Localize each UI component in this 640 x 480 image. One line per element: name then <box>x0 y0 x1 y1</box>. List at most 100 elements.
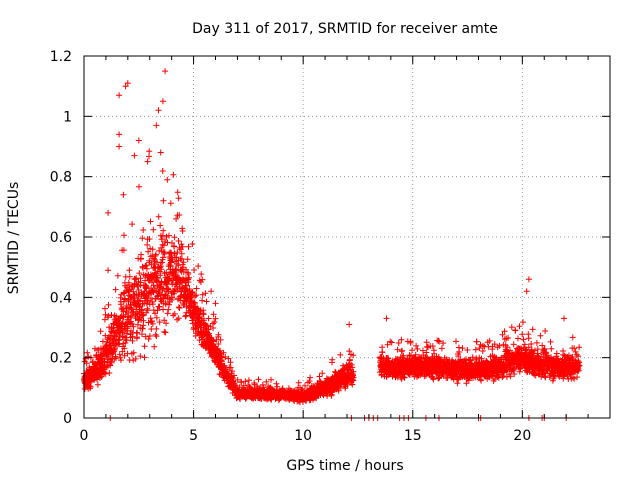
data-point <box>94 381 101 388</box>
data-point <box>176 212 183 218</box>
data-point <box>184 256 191 263</box>
data-point <box>105 301 112 308</box>
data-point <box>112 286 119 293</box>
data-point <box>162 329 169 336</box>
data-point <box>130 323 137 330</box>
data-point <box>137 279 144 286</box>
data-point <box>97 328 104 335</box>
data-point <box>153 325 160 332</box>
data-point <box>101 358 108 365</box>
data-point <box>182 313 189 320</box>
data-point <box>160 197 167 204</box>
data-point <box>157 272 164 279</box>
data-point <box>217 336 224 343</box>
data-point <box>409 347 415 354</box>
data-point <box>150 282 157 289</box>
data-point <box>179 243 186 250</box>
data-point <box>124 323 131 330</box>
data-point <box>174 189 181 196</box>
data-point <box>349 364 356 371</box>
data-point <box>126 281 132 288</box>
data-point <box>175 304 182 311</box>
data-point <box>176 244 183 251</box>
data-point <box>145 319 152 326</box>
data-point <box>136 183 142 190</box>
data-point <box>123 337 130 344</box>
data-point <box>185 279 192 285</box>
data-point <box>126 273 133 280</box>
data-point <box>346 348 353 355</box>
data-point <box>227 359 234 366</box>
data-point <box>302 382 308 389</box>
data-point <box>231 372 237 379</box>
data-point <box>198 271 205 278</box>
data-point <box>193 292 200 299</box>
data-point <box>136 270 143 277</box>
data-point <box>400 373 407 380</box>
data-point <box>134 283 141 290</box>
data-point <box>132 355 139 362</box>
data-point <box>234 376 241 383</box>
y-tick-label: 0 <box>63 411 72 427</box>
x-tick-label: 15 <box>404 428 422 444</box>
data-point <box>129 321 136 327</box>
data-point <box>139 331 145 338</box>
data-point <box>121 232 127 239</box>
data-point <box>161 242 167 249</box>
data-point <box>220 349 227 356</box>
data-point <box>205 315 212 322</box>
data-point <box>154 275 161 282</box>
data-point <box>153 333 160 340</box>
data-point <box>112 345 119 352</box>
data-point <box>169 294 176 301</box>
data-point <box>171 234 178 241</box>
data-point <box>259 381 266 388</box>
data-point <box>154 307 161 314</box>
data-point <box>174 249 181 256</box>
data-point <box>195 263 202 270</box>
data-points <box>81 68 583 421</box>
data-point <box>139 235 146 242</box>
data-point <box>138 251 145 258</box>
data-point <box>175 238 182 244</box>
data-point <box>129 221 136 228</box>
data-point <box>137 297 144 304</box>
data-point <box>295 379 302 386</box>
data-point <box>106 370 113 376</box>
data-point <box>105 312 112 319</box>
data-point <box>255 376 262 383</box>
data-point <box>156 319 163 326</box>
data-point <box>180 259 187 266</box>
data-point <box>146 148 153 155</box>
data-point <box>126 267 133 274</box>
data-point <box>385 355 392 362</box>
data-point <box>161 328 168 335</box>
data-point <box>306 378 313 385</box>
data-point <box>135 298 142 305</box>
data-point <box>200 311 207 318</box>
data-point <box>158 266 165 273</box>
data-point <box>170 171 177 178</box>
data-point <box>350 374 357 381</box>
data-point <box>242 378 249 385</box>
data-point <box>225 355 232 362</box>
data-point <box>130 288 137 295</box>
data-point <box>158 244 165 251</box>
data-point <box>203 298 210 305</box>
data-point <box>215 331 222 338</box>
chart-title: Day 311 of 2017, SRMTID for receiver amt… <box>192 21 498 37</box>
data-point <box>407 339 414 346</box>
data-point <box>84 349 91 356</box>
data-point <box>143 283 150 290</box>
data-point <box>119 348 126 355</box>
data-point <box>145 248 152 255</box>
y-tick-label: 0.2 <box>50 351 72 367</box>
data-point <box>140 227 147 233</box>
data-point <box>153 251 159 258</box>
data-point <box>412 351 419 358</box>
data-point <box>189 241 196 247</box>
data-point <box>144 305 151 312</box>
data-point <box>395 340 402 346</box>
data-point <box>83 360 90 367</box>
